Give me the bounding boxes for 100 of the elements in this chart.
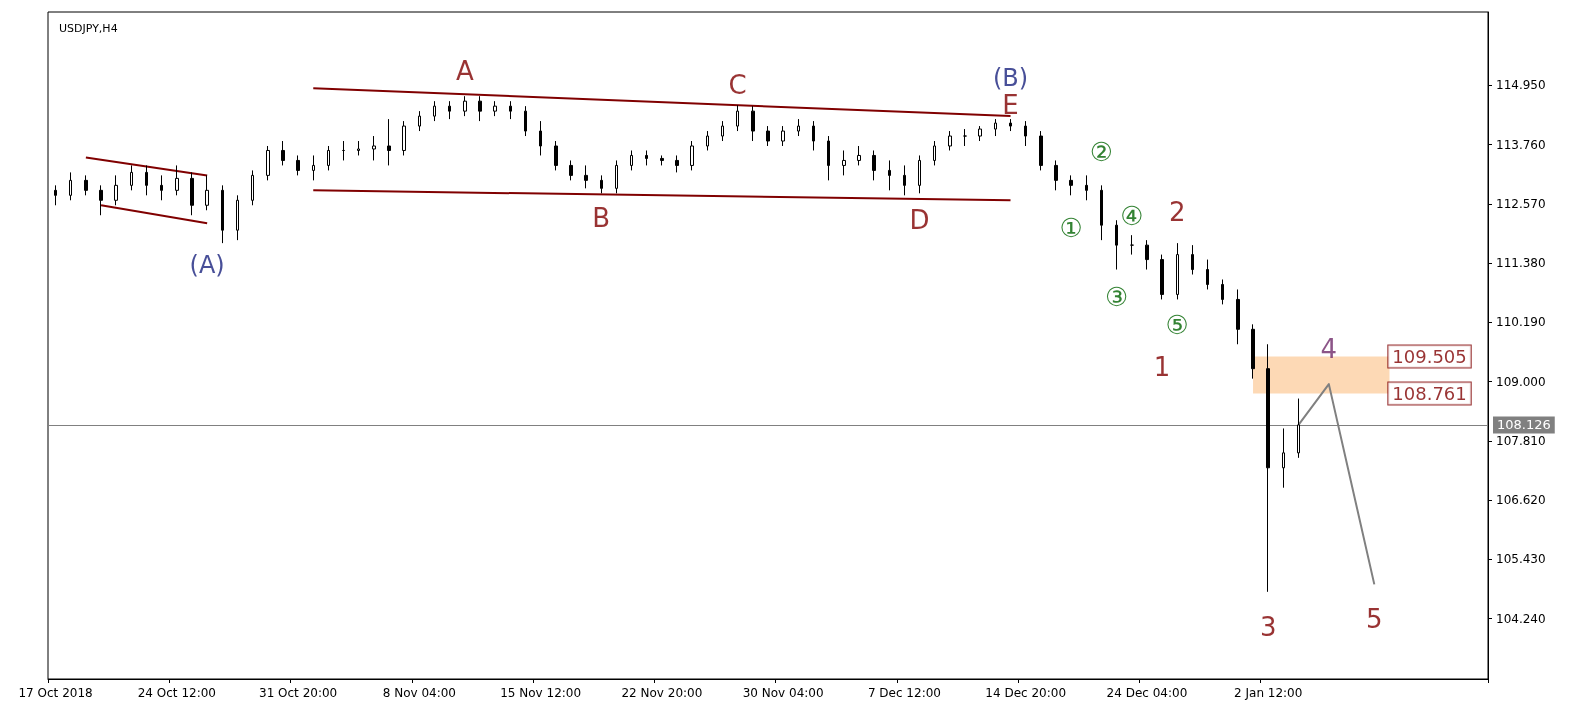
candlestick [372, 135, 376, 161]
candlestick [857, 145, 861, 166]
candlestick [69, 171, 72, 201]
annotation: C [728, 70, 747, 101]
y-tick-label: 112.570 [1496, 196, 1546, 211]
annotation: 108.761 [1392, 383, 1467, 405]
candlestick [948, 130, 952, 151]
candlestick [1221, 279, 1224, 305]
candlestick [1251, 323, 1255, 380]
candlestick [84, 174, 88, 196]
y-tick-label: 107.810 [1496, 433, 1546, 448]
candlestick [130, 164, 133, 191]
candlestick [1009, 118, 1012, 132]
annotation: B [592, 203, 611, 234]
candlestick [1115, 219, 1118, 271]
candlestick [296, 154, 300, 176]
candlestick [903, 164, 906, 196]
annotation: ③ [1104, 282, 1129, 313]
annotation: D [909, 205, 930, 236]
candlestick [145, 164, 148, 196]
candlestick [706, 130, 709, 151]
annotation: 3 [1259, 611, 1277, 642]
candlestick [888, 159, 891, 191]
candlestick [569, 159, 573, 181]
candlestick [524, 105, 527, 137]
candlestick [690, 140, 694, 171]
candlestick [751, 105, 755, 142]
candlestick [1206, 259, 1209, 290]
candlestick [160, 174, 163, 201]
annotation: 1 [1153, 351, 1171, 382]
y-tick-label: 104.240 [1496, 611, 1546, 626]
candlestick [978, 125, 982, 142]
candlestick [630, 149, 633, 171]
candlestick [721, 120, 724, 142]
ref-line-label: 108.126 [1497, 417, 1551, 433]
candlestick [1160, 254, 1164, 300]
x-tick-label: 31 Oct 20:00 [258, 686, 338, 700]
annotation: 2 [1168, 197, 1186, 228]
candlestick [1191, 244, 1194, 276]
annotation: ② [1089, 137, 1114, 168]
candlestick [994, 118, 997, 137]
candlestick [312, 154, 315, 181]
candlestick [1130, 234, 1134, 256]
candlestick [1145, 239, 1149, 271]
candlestick [933, 140, 936, 166]
candlestick [327, 145, 330, 171]
annotation: ① [1059, 213, 1083, 244]
candlestick [493, 100, 497, 117]
candlestick [1024, 120, 1027, 147]
candlestick [54, 184, 57, 206]
annotation: 109.505 [1392, 345, 1467, 367]
x-tick-label: 17 Oct 2018 [18, 686, 93, 700]
annotation: ⑤ [1165, 310, 1189, 341]
x-tick-label: 7 Dec 12:00 [867, 686, 941, 700]
candlestick [781, 125, 785, 147]
y-tick-label: 110.190 [1496, 315, 1546, 330]
candlestick [1297, 398, 1300, 459]
candlestick [1100, 184, 1103, 241]
candlestick [842, 149, 846, 176]
x-tick-label: 15 Nov 12:00 [500, 686, 582, 700]
candlestick [1054, 159, 1058, 191]
candlestick [766, 125, 770, 147]
candlestick [221, 184, 224, 244]
y-tick-label: 106.620 [1496, 493, 1546, 508]
candlestick [1176, 242, 1179, 300]
annotation: 5 [1366, 603, 1383, 634]
candlestick [114, 174, 118, 206]
y-tick-label: 111.380 [1496, 256, 1546, 271]
y-tick-label: 113.760 [1496, 137, 1546, 152]
candlestick [387, 118, 391, 166]
candlestick [266, 145, 270, 181]
candlestick [600, 174, 603, 194]
candlestick [463, 95, 467, 117]
candlestick [205, 174, 209, 211]
candlestick [827, 135, 830, 181]
x-tick-label: 24 Oct 12:00 [137, 686, 216, 700]
candlestick [1069, 174, 1073, 196]
candlestick [99, 184, 103, 216]
candlestick [402, 120, 406, 156]
candlestick [918, 154, 921, 194]
annotation: (A) [189, 250, 225, 279]
text: USDJPY,H4 [59, 22, 118, 35]
candlestick [1266, 343, 1270, 593]
y-tick-label: 109.000 [1496, 374, 1546, 389]
x-tick-label: 8 Nov 04:00 [382, 686, 456, 700]
candlestick [251, 169, 254, 206]
candlestick [615, 159, 618, 194]
y-tick-label: 105.430 [1496, 552, 1546, 567]
candlestick [1282, 427, 1285, 489]
annotation: ④ [1120, 201, 1144, 232]
annotation: E [1002, 90, 1019, 121]
x-tick-label: 22 Nov 20:00 [621, 686, 703, 700]
candlestick [736, 104, 739, 132]
x-tick-label: 24 Dec 04:00 [1106, 686, 1188, 700]
x-tick-label: 30 Nov 04:00 [742, 686, 824, 700]
candlestick [1236, 288, 1240, 345]
candlestick [797, 118, 800, 137]
annotation: A [455, 56, 474, 87]
annotation: (B) [992, 63, 1029, 92]
candlestick [190, 171, 194, 216]
